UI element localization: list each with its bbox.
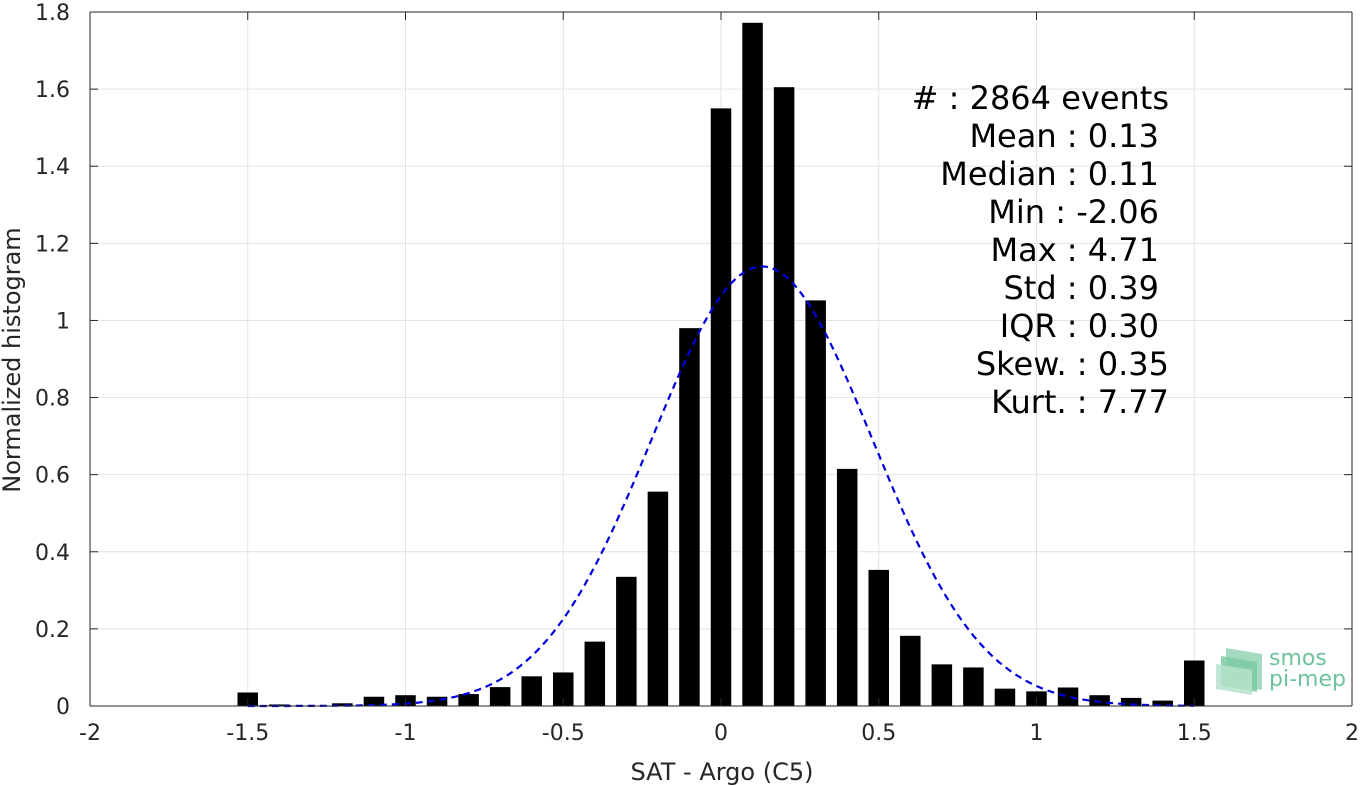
x-tick-label: 0.5 (861, 721, 896, 746)
x-tick-label: -0.5 (542, 721, 585, 746)
histogram-bar (269, 704, 290, 706)
histogram-bar (1089, 695, 1110, 706)
histogram-bar (836, 468, 858, 706)
histogram-bar (616, 576, 637, 706)
logo-line1: smos (1269, 646, 1327, 671)
stat-mean: Mean : 0.13 (969, 117, 1159, 155)
histogram-bar (521, 676, 542, 706)
histogram-bar (931, 664, 953, 706)
logo-line2: pi-mep (1269, 667, 1346, 692)
y-tick-label: 1.8 (35, 1, 70, 26)
histogram-bar (1057, 687, 1079, 706)
y-tick-labels: 0 0.2 0.4 0.6 0.8 1 1.2 1.4 1.6 1.8 (35, 1, 70, 720)
histogram-bar (1120, 697, 1142, 706)
stat-median: Median : 0.11 (940, 155, 1159, 193)
x-tick-label: 1.5 (1177, 721, 1212, 746)
y-tick-label: 1.4 (35, 155, 70, 180)
histogram-bar (963, 667, 984, 706)
x-tick-label: -1.5 (226, 721, 269, 746)
y-tick-label: 1.6 (35, 78, 70, 103)
histogram-bar (710, 108, 732, 706)
x-tick-label: 0 (714, 721, 728, 746)
y-tick-label: 1.2 (35, 232, 70, 257)
y-tick-label: 0.6 (35, 464, 70, 489)
histogram-bar (805, 300, 826, 706)
histogram-bar (679, 328, 700, 706)
histogram-bar (900, 635, 921, 706)
x-tick-label: -1 (395, 721, 417, 746)
stat-max: Max : 4.71 (990, 231, 1159, 269)
histogram-bar (584, 641, 606, 706)
histogram-bar (426, 696, 448, 706)
logo-emblem-icon (1216, 648, 1262, 695)
histogram-bar (994, 688, 1016, 706)
statistics-annotation: # : 2864 events Mean : 0.13 Median : 0.1… (912, 79, 1169, 421)
x-tick-label: 2 (1345, 721, 1359, 746)
stat-kurt: Kurt. : 7.77 (991, 383, 1169, 421)
histogram-bar (773, 87, 795, 706)
histogram-bar (489, 687, 511, 706)
histogram-bar (1183, 660, 1205, 706)
histogram-bar (363, 696, 385, 706)
histogram-bar (742, 22, 763, 707)
histogram-bar (332, 703, 353, 706)
histogram-bar (647, 491, 669, 706)
y-tick-label: 1 (56, 309, 70, 334)
stat-events: # : 2864 events (912, 79, 1169, 117)
y-tick-label: 0.2 (35, 618, 70, 643)
x-tick-labels: -2 -1.5 -1 -0.5 0 0.5 1 1.5 2 (79, 721, 1359, 746)
y-tick-label: 0.8 (35, 387, 70, 412)
stat-iqr: IQR : 0.30 (1000, 307, 1159, 345)
histogram-bar (552, 672, 574, 706)
y-tick-label: 0.4 (35, 541, 70, 566)
histogram-bar (1152, 700, 1173, 706)
x-axis-label: SAT - Argo (C5) (631, 758, 814, 786)
x-tick-label: -2 (79, 721, 101, 746)
stat-std: Std : 0.39 (1003, 269, 1159, 307)
x-tick-label: 1 (1030, 721, 1044, 746)
stat-skew: Skew. : 0.35 (976, 345, 1169, 383)
smos-pi-mep-logo: smos pi-mep (1216, 646, 1346, 695)
histogram-bar (868, 569, 890, 706)
y-tick-label: 0 (56, 695, 70, 720)
axes-frame (89, 11, 1353, 707)
histogram-bars (237, 22, 1205, 707)
stat-min: Min : -2.06 (988, 193, 1159, 231)
histogram-bar (458, 694, 479, 706)
y-axis-label: Normalized histogram (0, 227, 26, 492)
